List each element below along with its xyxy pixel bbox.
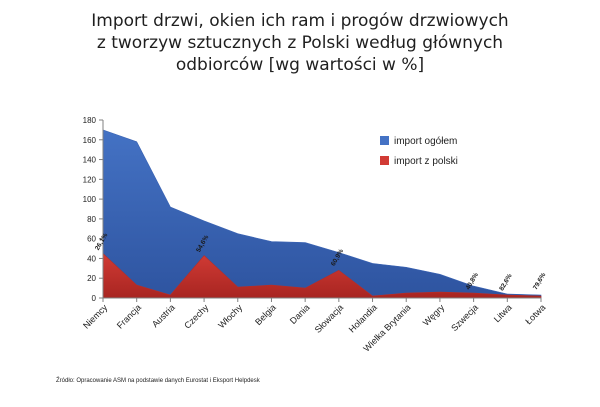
y-tick-label: 160 [83, 136, 97, 145]
chart-title-line-2: z tworzyw sztucznych z Polski według głó… [96, 33, 504, 53]
x-tick-label: Włochy [216, 302, 244, 330]
x-tick-label: Słowacja [313, 302, 346, 335]
area-series-1 [102, 129, 542, 299]
x-tick-label: Litwa [492, 302, 514, 324]
x-tick-label: Szwecja [449, 302, 480, 333]
y-tick-label: 140 [83, 156, 97, 165]
legend-label: import ogółem [394, 136, 457, 147]
source-note: Źródło: Opracowanie ASM na podstawie dan… [56, 378, 260, 384]
y-tick-label: 120 [83, 175, 97, 184]
y-tick-label: 80 [87, 215, 96, 224]
chart-title-line-3: odbiorców [wg wartości w %] [175, 55, 425, 75]
x-tick-label: Francja [115, 302, 143, 330]
chart-title-line-1: Import drzwi, okien ich ram i progów drz… [91, 11, 509, 31]
x-tick-label: Holandia [347, 302, 379, 334]
data-label: 79,6% [532, 272, 547, 292]
chart-title: Import drzwi, okien ich ram i progów drz… [0, 10, 600, 76]
x-tick-label: Dania [288, 302, 312, 326]
y-tick-label: 40 [87, 254, 96, 263]
legend-swatch [380, 136, 389, 145]
legend-swatch [380, 156, 389, 165]
x-tick-label: Węgry [421, 302, 447, 328]
x-tick-label: Belgia [253, 302, 278, 327]
x-tick-label: Czechy [182, 302, 211, 331]
y-tick-label: 100 [83, 195, 97, 204]
data-label: 82,6% [498, 272, 513, 292]
y-tick-label: 60 [87, 235, 96, 244]
y-tick-label: 180 [83, 116, 97, 125]
x-tick-label: Austria [150, 302, 177, 329]
area-series-2 [102, 252, 542, 299]
x-tick-label: Niemcy [81, 302, 110, 331]
y-tick-label: 20 [87, 274, 96, 283]
y-tick-label: 0 [92, 294, 97, 303]
legend-label: import z polski [394, 156, 458, 167]
x-tick-label: Łotwa [523, 302, 547, 326]
